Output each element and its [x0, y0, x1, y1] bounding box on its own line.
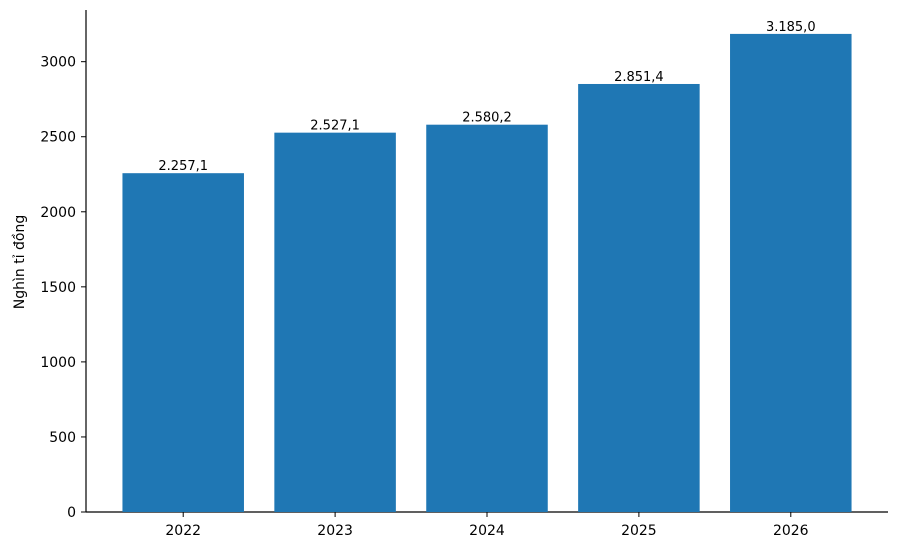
y-tick-label: 2500 [40, 130, 76, 146]
y-tick-label: 1000 [40, 355, 76, 371]
bar [122, 173, 244, 512]
y-tick-label: 0 [67, 505, 76, 521]
x-tick-label: 2025 [621, 523, 657, 539]
y-tick-label: 1500 [40, 280, 76, 296]
x-tick-label: 2026 [773, 523, 809, 539]
value-label: 2.851,4 [614, 70, 664, 85]
value-label: 2.527,1 [310, 119, 360, 134]
bar [426, 124, 548, 513]
bar [578, 83, 700, 512]
y-tick-label: 500 [49, 430, 76, 446]
value-label: 2.257,1 [158, 159, 208, 174]
value-label: 3.185,0 [766, 20, 816, 35]
bar [274, 132, 396, 512]
y-tick-label: 3000 [40, 55, 76, 71]
value-label: 2.580,2 [462, 111, 512, 126]
y-tick-label: 2000 [40, 205, 76, 221]
x-tick-label: 2023 [317, 523, 353, 539]
bar [730, 33, 852, 513]
x-tick-label: 2022 [165, 523, 201, 539]
y-axis-label: Nghìn tỉ đồng [11, 215, 28, 310]
x-tick-label: 2024 [469, 523, 505, 539]
